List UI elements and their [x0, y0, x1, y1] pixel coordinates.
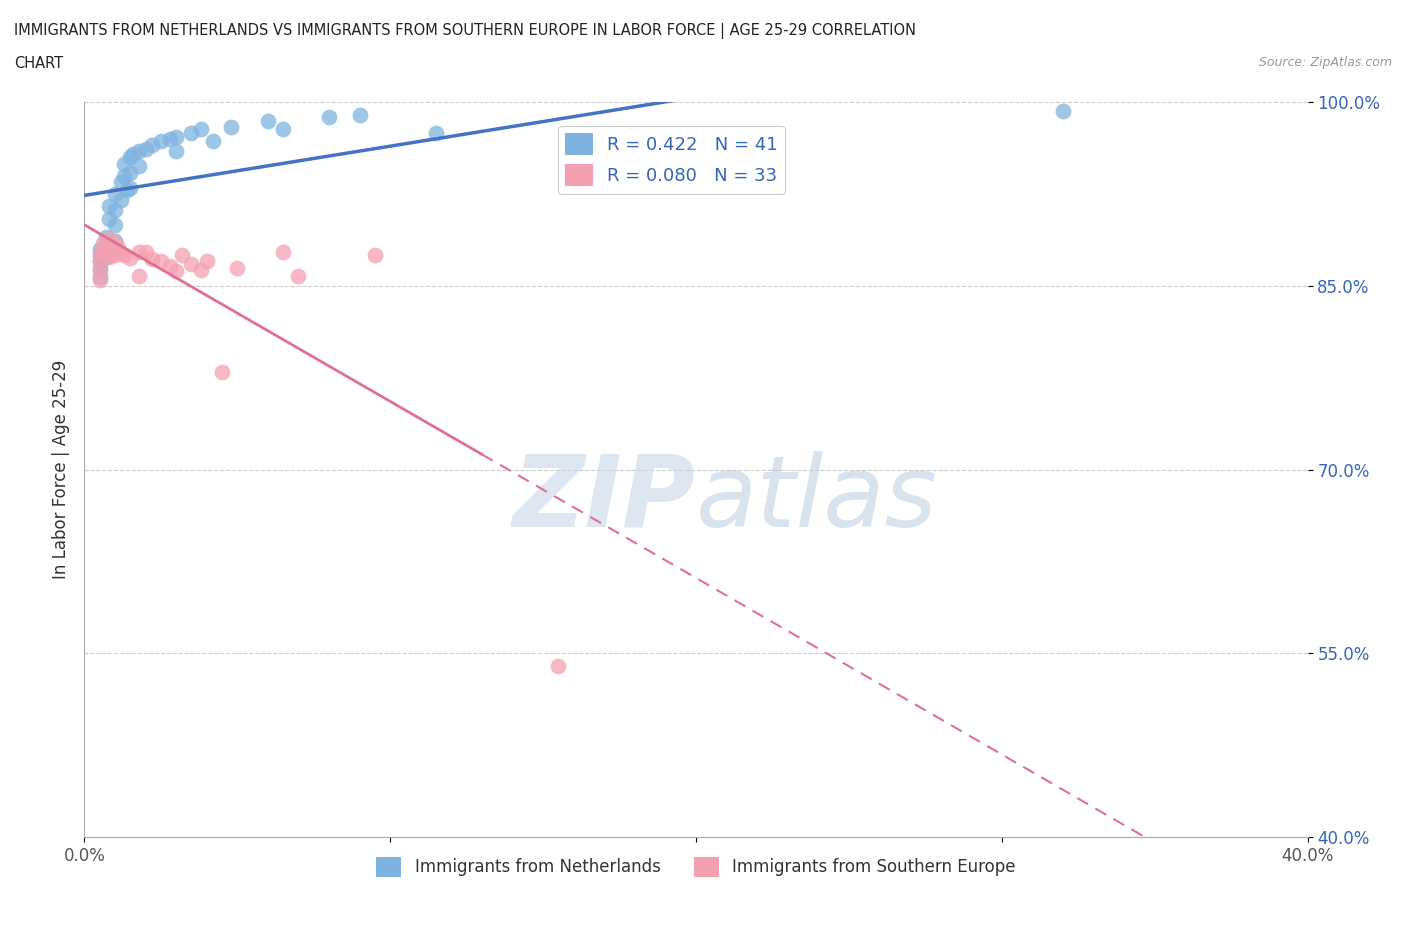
Point: [104, 187, 127, 202]
Point: [91, 246, 114, 261]
Point: [172, 248, 194, 263]
Point: [110, 246, 132, 260]
Text: atlas: atlas: [696, 450, 938, 548]
Point: [89, 254, 111, 269]
Point: [211, 365, 233, 379]
Point: [120, 250, 142, 265]
Point: [226, 260, 249, 275]
Point: [94, 239, 117, 254]
Point: [165, 129, 187, 144]
Y-axis label: In Labor Force | Age 25-29: In Labor Force | Age 25-29: [52, 360, 70, 579]
Point: [128, 245, 150, 259]
Point: [101, 245, 124, 259]
Point: [94, 249, 117, 264]
Point: [97, 232, 120, 246]
Point: [135, 141, 157, 156]
Point: [349, 107, 371, 122]
Point: [120, 150, 142, 165]
Point: [219, 119, 242, 134]
Point: [89, 254, 111, 269]
Point: [141, 138, 163, 153]
Point: [91, 235, 114, 250]
Point: [94, 239, 117, 254]
Point: [271, 245, 294, 259]
Point: [104, 248, 127, 263]
Point: [547, 658, 569, 673]
Point: [180, 257, 202, 272]
Point: [128, 158, 150, 173]
Point: [141, 252, 163, 267]
Point: [149, 134, 172, 149]
Point: [149, 254, 172, 269]
Point: [89, 246, 111, 260]
Point: [165, 144, 187, 159]
Point: [1052, 103, 1074, 118]
Point: [120, 166, 142, 180]
Point: [425, 126, 447, 140]
Point: [112, 248, 135, 263]
Point: [89, 260, 111, 275]
Point: [128, 144, 150, 159]
Point: [180, 126, 202, 140]
Point: [364, 248, 387, 263]
Point: [104, 235, 127, 250]
Text: Source: ZipAtlas.com: Source: ZipAtlas.com: [1258, 56, 1392, 69]
Point: [97, 249, 120, 264]
Point: [104, 233, 127, 248]
Point: [97, 199, 120, 214]
Point: [318, 110, 340, 125]
Point: [165, 264, 187, 279]
Point: [120, 180, 142, 195]
Point: [159, 132, 181, 147]
Point: [89, 272, 111, 287]
Point: [201, 134, 224, 149]
Text: IMMIGRANTS FROM NETHERLANDS VS IMMIGRANTS FROM SOUTHERN EUROPE IN LABOR FORCE | : IMMIGRANTS FROM NETHERLANDS VS IMMIGRANT…: [14, 23, 917, 39]
Point: [110, 175, 132, 190]
Point: [94, 230, 117, 245]
Text: CHART: CHART: [14, 56, 63, 71]
Point: [104, 218, 127, 232]
Point: [190, 122, 212, 137]
Point: [271, 122, 294, 137]
Point: [89, 248, 111, 263]
Point: [89, 270, 111, 285]
Point: [195, 254, 218, 269]
Legend: Immigrants from Netherlands, Immigrants from Southern Europe: Immigrants from Netherlands, Immigrants …: [370, 850, 1022, 883]
Point: [110, 193, 132, 207]
Point: [122, 146, 145, 161]
Point: [190, 262, 212, 277]
Point: [128, 269, 150, 284]
Point: [115, 183, 138, 198]
Point: [135, 245, 157, 259]
Point: [97, 211, 120, 226]
Point: [112, 168, 135, 183]
Text: ZIP: ZIP: [513, 450, 696, 548]
Point: [112, 156, 135, 171]
Point: [287, 269, 309, 284]
Point: [107, 239, 129, 254]
Point: [159, 259, 181, 273]
Point: [257, 113, 280, 128]
Point: [89, 264, 111, 279]
Point: [104, 203, 127, 218]
Point: [89, 242, 111, 257]
